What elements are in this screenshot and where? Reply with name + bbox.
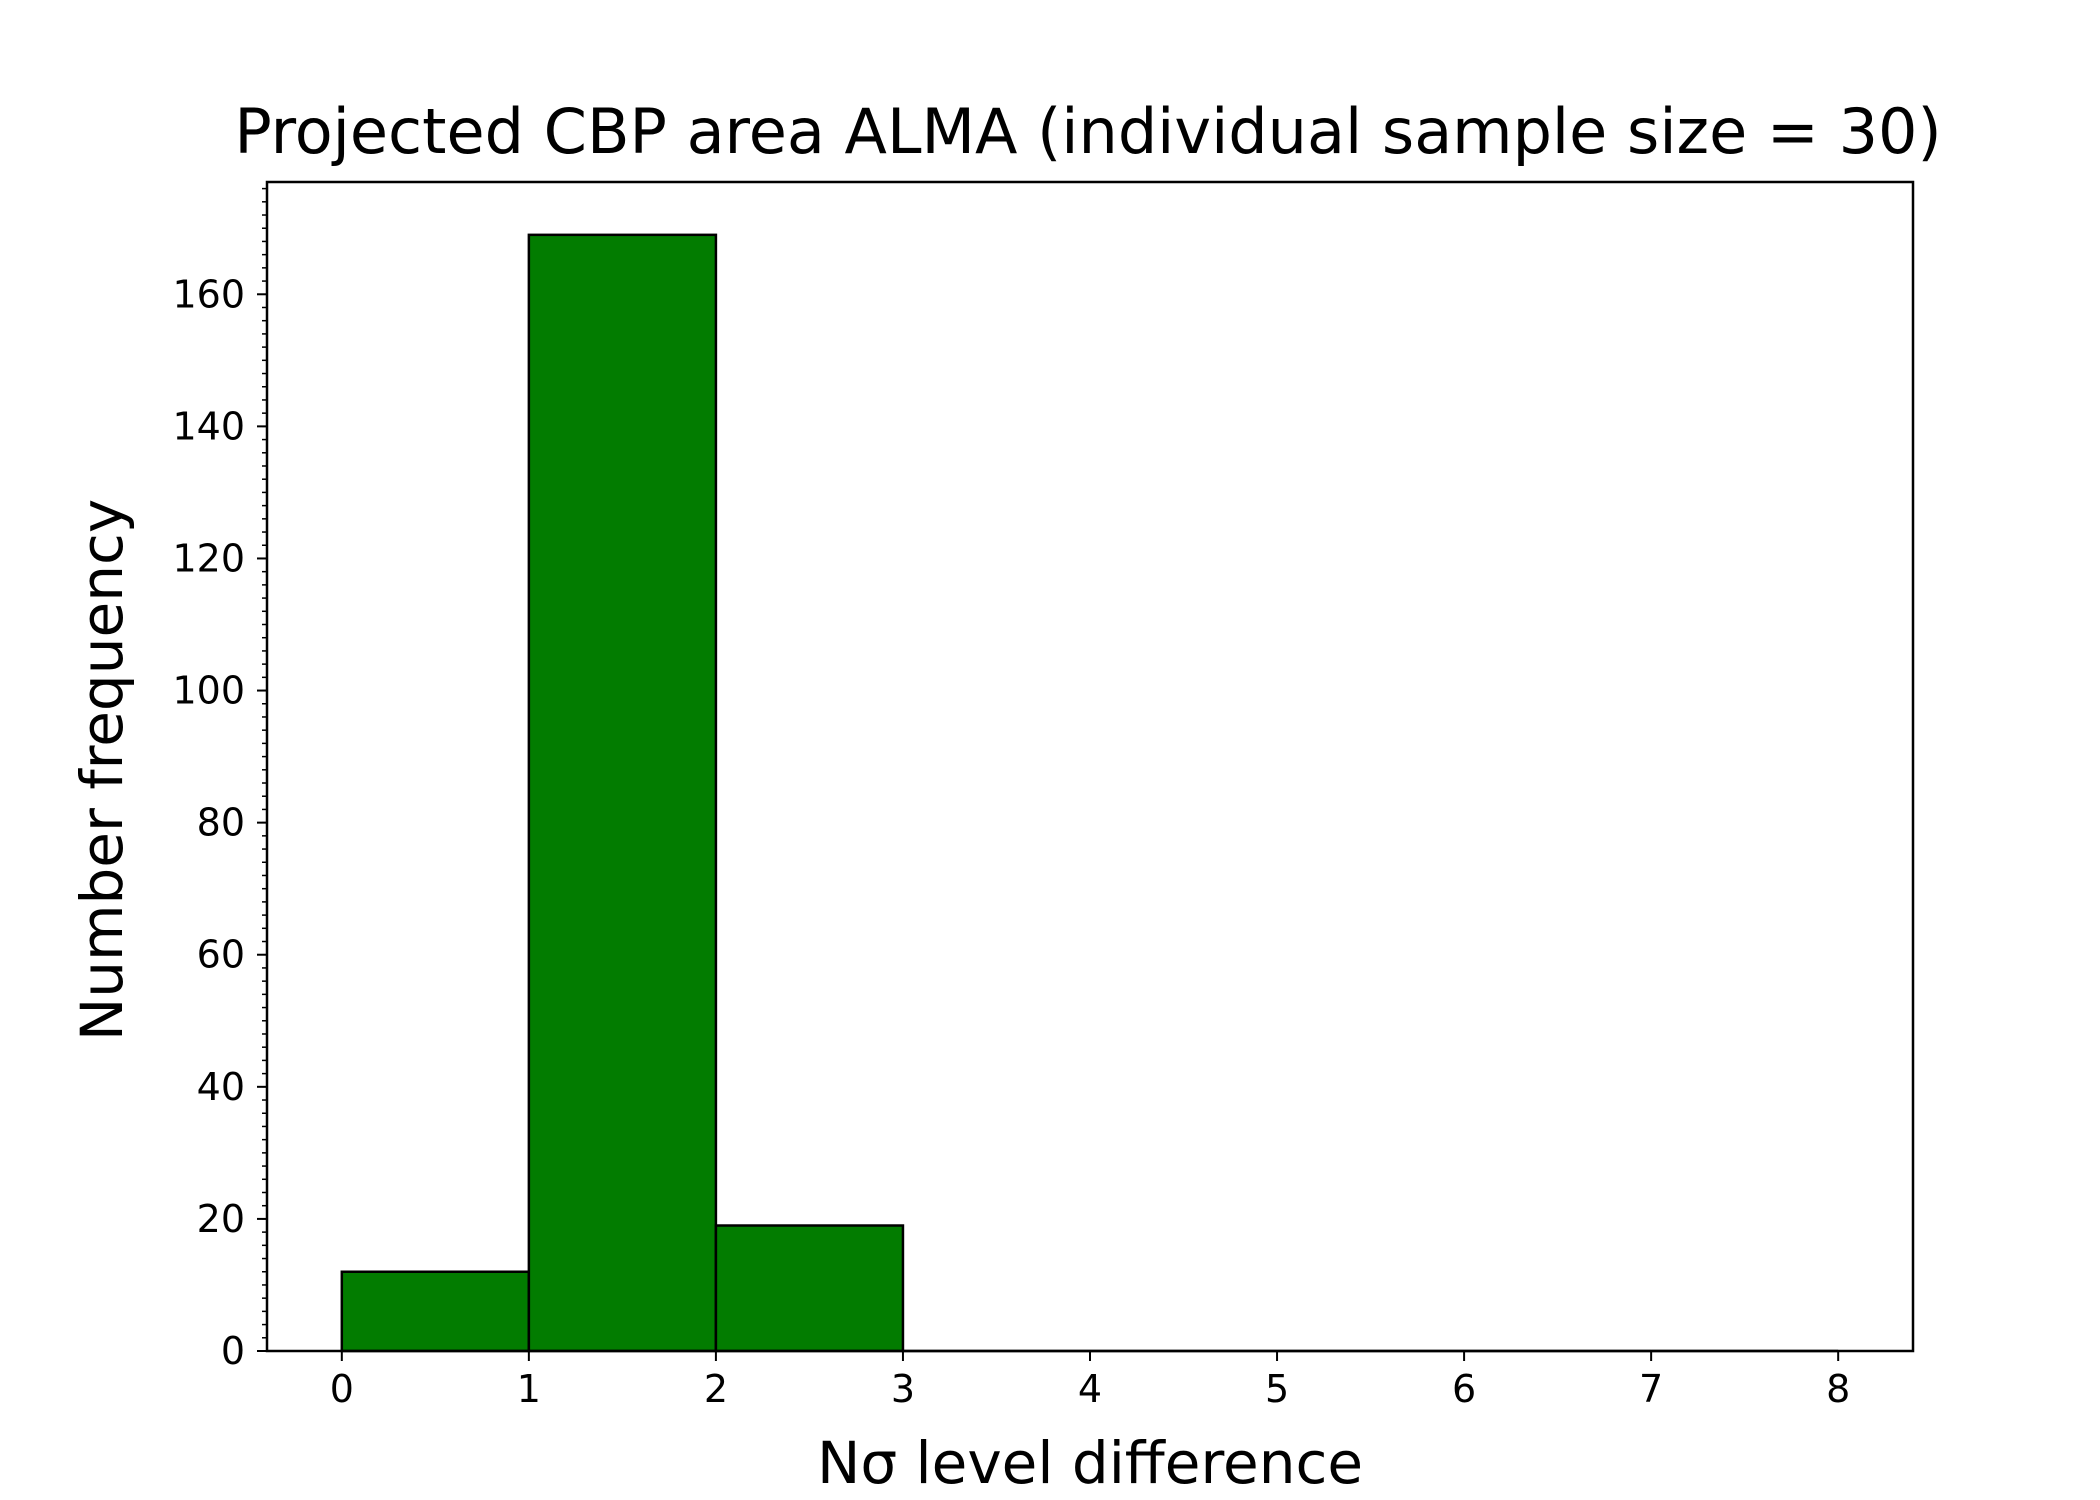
y-tick-label: 140 <box>172 404 245 448</box>
x-axis-ticks: 0 1 2 3 4 5 6 7 8 <box>330 1351 1850 1411</box>
y-tick-label: 120 <box>172 536 245 580</box>
plot-frame <box>265 180 1915 1353</box>
y-tick-label: 0 <box>221 1329 245 1373</box>
x-tick-label: 4 <box>1078 1367 1102 1411</box>
x-tick-label: 1 <box>517 1367 541 1411</box>
histogram-bar <box>340 1270 531 1353</box>
x-tick-label: 2 <box>704 1367 728 1411</box>
y-axis-label: Number frequency <box>68 499 136 1041</box>
y-tick-label: 80 <box>197 801 245 845</box>
x-tick-label: 5 <box>1265 1367 1289 1411</box>
x-tick-label: 0 <box>330 1367 354 1411</box>
x-axis-label: Nσ level difference <box>817 1429 1363 1497</box>
histogram-bar <box>527 233 718 1353</box>
y-tick-label: 160 <box>172 272 245 316</box>
x-tick-label: 7 <box>1639 1367 1663 1411</box>
chart-title: Projected CBP area ALMA (individual samp… <box>234 95 1941 168</box>
y-tick-label: 60 <box>197 933 245 977</box>
y-tick-label: 20 <box>197 1197 245 1241</box>
x-tick-label: 8 <box>1826 1367 1850 1411</box>
y-axis-ticks: 0 20 40 60 80 100 120 140 160 <box>172 187 267 1373</box>
x-tick-label: 3 <box>891 1367 915 1411</box>
y-tick-label: 40 <box>197 1065 245 1109</box>
x-tick-label: 6 <box>1452 1367 1476 1411</box>
bars-group <box>340 233 1839 1353</box>
histogram-bar <box>714 1224 905 1353</box>
y-tick-label: 100 <box>172 669 245 713</box>
